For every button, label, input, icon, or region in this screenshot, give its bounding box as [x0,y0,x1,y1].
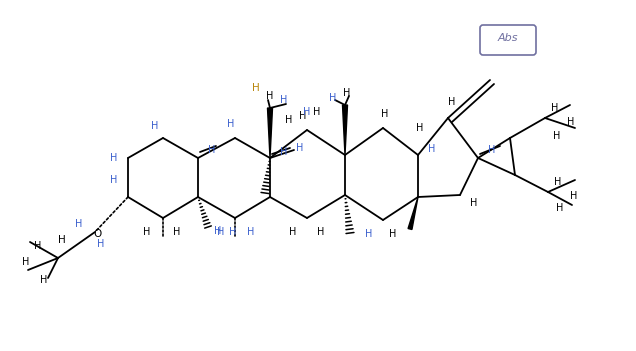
Text: H: H [34,241,42,251]
Text: H: H [389,229,397,239]
FancyBboxPatch shape [480,25,536,55]
Text: H: H [448,97,455,107]
Text: H: H [58,235,66,245]
Text: H: H [97,239,105,249]
Polygon shape [408,197,418,230]
Polygon shape [268,108,272,158]
Text: H: H [280,147,287,157]
Text: H: H [317,227,325,237]
Text: H: H [296,143,303,153]
Text: H: H [343,88,350,98]
Text: H: H [314,107,321,117]
Text: H: H [286,115,293,125]
Text: H: H [209,145,216,155]
Text: H: H [22,257,30,267]
Text: H: H [230,227,237,237]
Text: H: H [289,227,296,237]
Text: H: H [214,226,222,236]
Text: H: H [110,175,118,185]
Text: H: H [247,227,254,237]
Text: H: H [280,95,287,105]
Text: H: H [110,153,118,163]
Text: H: H [555,177,562,187]
Text: H: H [329,93,336,103]
Text: H: H [553,131,561,141]
Text: H: H [303,107,311,117]
Polygon shape [343,105,347,155]
Text: H: H [488,145,495,155]
Text: H: H [75,219,83,229]
Text: H: H [218,227,225,237]
Text: H: H [174,227,181,237]
Text: H: H [266,91,273,101]
Text: H: H [227,119,235,129]
Text: H: H [567,117,575,127]
Text: H: H [252,83,260,93]
Text: H: H [556,203,563,213]
Text: H: H [551,103,558,113]
Text: H: H [151,121,159,131]
Text: H: H [428,144,436,154]
Text: H: H [417,123,424,133]
Text: H: H [382,109,389,119]
Text: Abs: Abs [498,33,518,43]
Text: H: H [40,275,48,285]
Text: H: H [365,229,373,239]
Text: H: H [143,227,151,237]
Text: H: H [300,111,307,121]
Text: H: H [570,191,577,201]
Text: H: H [470,198,478,208]
Text: O: O [93,229,101,239]
